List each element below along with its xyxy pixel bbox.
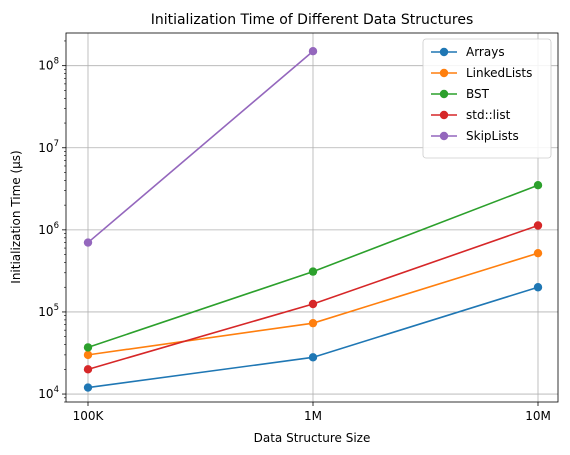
x-axis: 100K 1M 10M xyxy=(73,402,551,423)
legend-marker xyxy=(439,110,449,120)
y-tick-base: 10 xyxy=(38,223,53,237)
data-point xyxy=(83,365,93,374)
y-tick-exponent: 8 xyxy=(54,57,59,67)
legend-label: BST xyxy=(466,87,490,101)
series-layer xyxy=(83,47,543,392)
y-tick-exponent: 6 xyxy=(54,221,59,231)
x-tick-label: 1M xyxy=(304,409,322,423)
y-tick-exponent: 7 xyxy=(54,139,59,149)
data-point xyxy=(533,283,543,292)
series-line xyxy=(87,50,314,244)
data-point xyxy=(308,353,318,362)
x-axis-label: Data Structure Size xyxy=(254,431,371,445)
y-tick-label: 106 xyxy=(38,221,59,237)
data-point xyxy=(83,238,93,247)
legend-marker xyxy=(439,131,449,141)
legend-label: std::list xyxy=(466,108,511,122)
y-tick-exponent: 5 xyxy=(54,303,59,313)
legend-marker xyxy=(439,89,449,99)
data-point xyxy=(83,350,93,360)
y-tick-base: 10 xyxy=(38,59,53,73)
data-point xyxy=(308,267,318,276)
y-tick-exponent: 4 xyxy=(54,385,59,395)
x-tick-label: 10M xyxy=(525,409,551,423)
data-point xyxy=(533,180,543,190)
chart-title: Initialization Time of Different Data St… xyxy=(151,12,474,28)
legend-marker xyxy=(439,68,449,78)
y-tick-base: 10 xyxy=(38,387,53,401)
legend-box xyxy=(422,38,552,159)
data-point xyxy=(533,248,543,258)
y-tick-base: 10 xyxy=(38,141,53,155)
y-tick-label: 104 xyxy=(38,385,59,401)
plot-frame xyxy=(65,32,559,403)
data-point xyxy=(83,343,93,352)
series-bst xyxy=(83,180,543,352)
y-tick-label: 105 xyxy=(38,303,59,319)
legend-marker xyxy=(439,47,449,57)
y-tick-label: 108 xyxy=(38,57,59,73)
legend-label: Arrays xyxy=(466,45,505,59)
y-tick-label: 107 xyxy=(38,139,59,155)
series-arrays xyxy=(83,283,543,392)
y-tick-base: 10 xyxy=(38,305,53,319)
series-skiplists xyxy=(83,47,318,247)
series-linkedlists xyxy=(83,248,543,360)
data-point xyxy=(308,299,318,309)
data-point xyxy=(83,383,93,392)
data-point xyxy=(533,221,543,230)
x-tick-label: 100K xyxy=(73,409,105,423)
legend-label: SkipLists xyxy=(466,129,519,143)
data-point xyxy=(308,47,318,56)
legend-label: LinkedLists xyxy=(466,66,532,80)
data-point xyxy=(308,318,318,328)
y-axis-label: Initialization Time (µs) xyxy=(9,150,23,283)
series-std-list xyxy=(83,221,543,374)
